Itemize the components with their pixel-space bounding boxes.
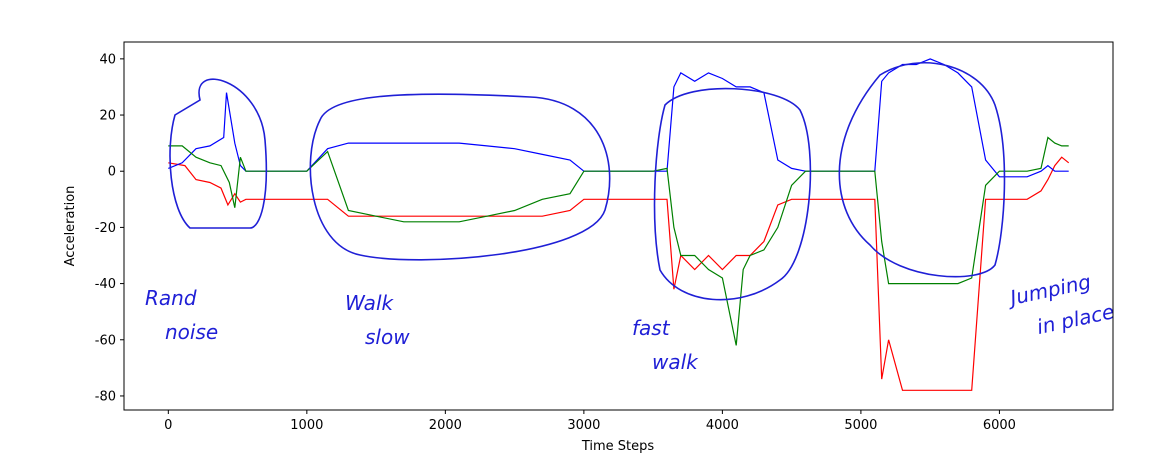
annotation-label-noise-line: Rand bbox=[145, 286, 197, 310]
annotation-label-noise-line: noise bbox=[165, 320, 218, 344]
y-tick-label: 40 bbox=[99, 52, 116, 67]
annotation-circle-walk-slow bbox=[309, 93, 611, 261]
series-line-0 bbox=[168, 156, 1070, 391]
annotation-label-walk-slow-line: slow bbox=[365, 325, 410, 349]
y-tick-label: -40 bbox=[95, 277, 116, 292]
annotation-circle-noise bbox=[169, 78, 268, 229]
annotation-circle-jumping bbox=[838, 62, 1006, 278]
annotation-circle-fast-walk bbox=[653, 87, 812, 301]
series-layer bbox=[168, 58, 1070, 391]
x-tick-label: 1000 bbox=[290, 418, 323, 433]
annotation-label-noise: Rand noise bbox=[145, 286, 218, 344]
y-tick-label: -20 bbox=[95, 221, 116, 236]
series-line-2 bbox=[168, 136, 1069, 346]
y-tick-label: 0 bbox=[108, 165, 116, 180]
y-tick-label: -60 bbox=[95, 333, 116, 348]
annotation-label-fast-walk: fast walk bbox=[632, 316, 699, 374]
x-tick-label: 2000 bbox=[429, 418, 462, 433]
annotation-label-walk-slow: Walk slow bbox=[345, 291, 410, 349]
y-tick-label: 20 bbox=[99, 109, 116, 124]
annotation-label-fast-walk-line: walk bbox=[652, 350, 699, 374]
x-tick-label: 3000 bbox=[567, 418, 600, 433]
annotation-label-fast-walk-line: fast bbox=[632, 316, 671, 340]
y-tick-label: -80 bbox=[95, 389, 116, 404]
x-tick-label: 6000 bbox=[983, 418, 1016, 433]
x-axis-label: Time Steps bbox=[581, 439, 655, 454]
y-axis-ticks: -80 -60 -40 -20 0 20 40 bbox=[95, 52, 124, 404]
y-axis-label: Acceleration bbox=[63, 186, 78, 267]
x-tick-label: 4000 bbox=[706, 418, 739, 433]
x-axis-ticks: 0 1000 2000 3000 4000 5000 6000 bbox=[164, 410, 1016, 433]
x-tick-label: 0 bbox=[164, 418, 172, 433]
annotation-label-walk-slow-line: Walk bbox=[345, 291, 394, 315]
plot-frame bbox=[123, 41, 1114, 411]
x-tick-label: 5000 bbox=[844, 418, 877, 433]
